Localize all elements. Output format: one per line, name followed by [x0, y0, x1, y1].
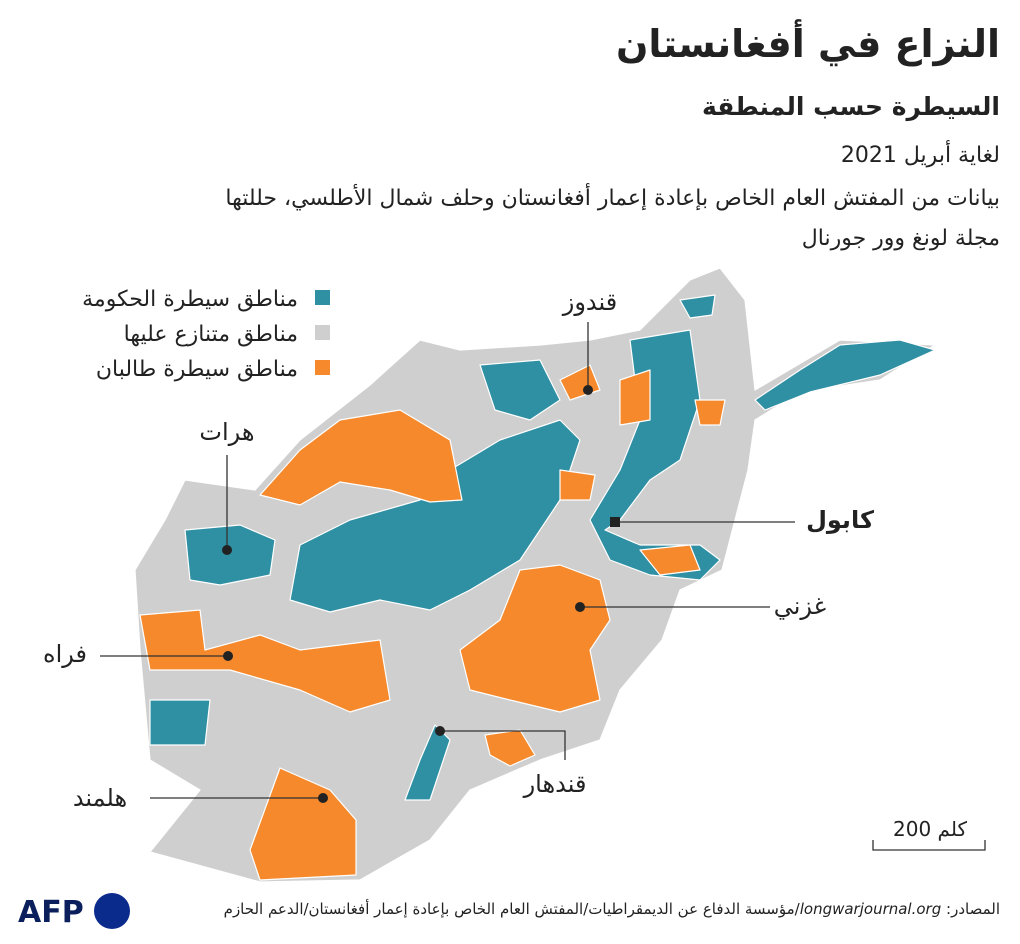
region [459, 564, 611, 713]
region [694, 399, 726, 426]
date: لغاية أبريل 2021 [840, 143, 1000, 168]
city-markers: قندوز هرات كابول غزني فراه هلمند قندهار [43, 288, 874, 812]
city-dot [222, 545, 232, 555]
region [679, 294, 716, 319]
region [184, 524, 276, 586]
city-dot [318, 793, 328, 803]
region [559, 469, 596, 501]
source-rest: /مؤسسة الدفاع عن الديمقراطيات/المفتش الع… [223, 900, 800, 918]
city-dot [575, 602, 585, 612]
city-dot [223, 651, 233, 661]
logo-circle [94, 893, 130, 929]
city-label: هرات [199, 418, 254, 446]
city-label: فراه [43, 640, 87, 668]
region [149, 699, 211, 746]
capital-marker [610, 517, 620, 527]
source: المصادر: longwarjournal.org/مؤسسة الدفاع… [224, 900, 1000, 918]
logo: AFP [18, 893, 130, 930]
city-dot [583, 385, 593, 395]
region [479, 359, 561, 421]
region [639, 544, 701, 576]
source-site: longwarjournal.org [799, 900, 942, 918]
scale-bar: 200 كلم [872, 817, 986, 851]
legend-swatch [315, 325, 330, 340]
subtitle: السيطرة حسب المنطقة [701, 92, 1000, 121]
city-label: قندوز [562, 288, 618, 316]
logo-text: AFP [18, 895, 84, 930]
region [139, 609, 391, 713]
legend-label: مناطق متنازع عليها [124, 322, 298, 347]
description-line: بيانات من المفتش العام الخاص بإعادة إعما… [225, 186, 1000, 211]
city-dot [435, 726, 445, 736]
legend-swatch [315, 290, 330, 305]
description-line: مجلة لونغ وور جورنال [801, 226, 1000, 251]
legend-swatch [315, 360, 330, 375]
title: النزاع في أفغانستان [616, 22, 1000, 66]
city-label: قندهار [523, 770, 587, 798]
city-label: كابول [806, 506, 874, 534]
region [589, 329, 721, 581]
legend: مناطق سيطرة الحكومة مناطق متنازع عليها منا… [82, 287, 330, 382]
scale-label: 200 كلم [893, 817, 967, 841]
region [754, 339, 936, 411]
region [619, 369, 651, 426]
city-label: غزني [774, 592, 826, 620]
scale-line [872, 840, 986, 851]
city-label: هلمند [73, 784, 127, 812]
region [259, 409, 463, 506]
legend-label: مناطق سيطرة طالبان [96, 357, 298, 382]
legend-label: مناطق سيطرة الحكومة [82, 287, 298, 312]
source-prefix: المصادر: [946, 900, 1000, 918]
region [249, 767, 357, 881]
leader-line [440, 730, 566, 760]
